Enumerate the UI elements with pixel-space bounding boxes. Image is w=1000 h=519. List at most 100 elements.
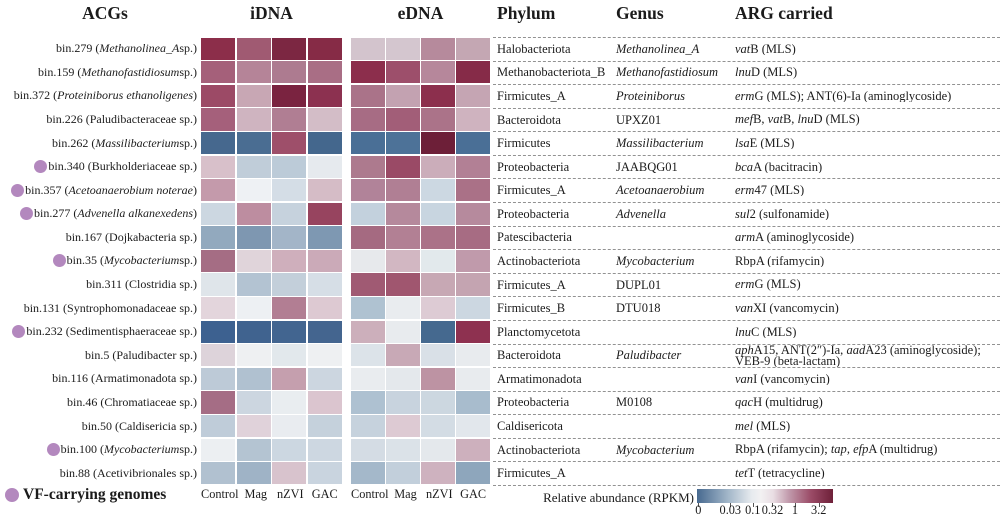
taxonomy-arg-row: Planctomycetota lnuC (MLS): [493, 319, 1000, 344]
idna-cell-Mag: [236, 202, 271, 225]
colorbar-gradient: [697, 489, 833, 507]
arg-cell: RbpA (rifamycin): [735, 255, 825, 268]
colorbar-tick-label-0.1: 0.1: [745, 503, 761, 517]
idna-cell-Mag: [236, 249, 271, 273]
genus-cell: Advenella: [616, 206, 666, 221]
taxonomy-arg-row: Halobacteriota Methanolinea_A vatB (MLS): [493, 37, 1000, 61]
edna-cell-nZVI: [421, 344, 455, 367]
phylum-cell: Firmicutes: [497, 136, 551, 151]
edna-heatmap-row: [351, 131, 490, 155]
taxonomy-arg-row: Firmicutes Massilibacterium lsaE (MLS): [493, 131, 1000, 155]
vf-dot-icon: [34, 160, 48, 174]
header-acgs: ACGs: [82, 3, 128, 23]
arg-cell: sul2 (sulfonamide): [735, 208, 830, 220]
idna-cell-Control: [201, 367, 236, 390]
edna-heatmap-row: [351, 461, 490, 485]
genus-cell: Proteiniborus: [616, 88, 685, 103]
edna-heatmap-row: [351, 273, 490, 297]
idna-cell-Control: [201, 132, 236, 155]
colorbar-tick-mark: [698, 503, 700, 507]
edna-cell-Control: [351, 344, 385, 367]
edna-cell-Control: [351, 249, 385, 273]
phylum-cell: Proteobacteria: [497, 206, 570, 221]
column-gap: [342, 414, 351, 438]
idna-cell-Control: [201, 391, 236, 414]
idna-cell-nZVI: [272, 84, 307, 108]
edna-heatmap-row: [351, 155, 490, 179]
edna-cell-nZVI: [421, 438, 455, 461]
edna-cell-Control: [351, 367, 385, 390]
edna-heatmap-row: [351, 344, 490, 368]
taxonomy-arg-row: Bacteroidota Paludibacter aphA15, ANT(2″)-…: [493, 343, 1000, 368]
acg-row-bin.262: bin.262 (Massilibacterium sp.) Firmicutes…: [0, 131, 1000, 155]
idna-heatmap-row: [201, 273, 342, 297]
edna-condition-label-nZVI: nZVI: [425, 487, 453, 501]
edna-cell-Control: [351, 132, 385, 155]
idna-cell-Mag: [236, 320, 271, 343]
edna-cell-GAC: [456, 132, 490, 155]
edna-cell-GAC: [456, 155, 490, 178]
idna-cell-GAC: [307, 391, 342, 414]
idna-cell-GAC: [307, 297, 342, 320]
column-gap: [342, 461, 351, 485]
edna-cell-GAC: [456, 249, 490, 273]
vf-dot-icon: [52, 254, 66, 268]
edna-cell-Mag: [386, 132, 420, 155]
genus-cell: Methanofastidiosum: [616, 65, 719, 80]
column-gap: [342, 131, 351, 155]
idna-cell-Control: [201, 273, 236, 296]
edna-cell-Mag: [386, 297, 420, 320]
arg-cell: mefB, vatB, lnuD (MLS): [735, 114, 860, 126]
idna-heatmap-row: [201, 461, 342, 485]
idna-cell-GAC: [307, 344, 342, 367]
taxonomy-arg-row: Patescibacteria armA (aminoglycoside): [493, 225, 1000, 250]
colorbar-tick-label-0.32: 0.32: [761, 503, 784, 517]
edna-cell-nZVI: [421, 132, 455, 155]
edna-cell-Mag: [386, 179, 420, 202]
phylum-cell: Firmicutes_A: [497, 277, 566, 292]
idna-heatmap-row: [201, 391, 342, 415]
idna-heatmap-row: [201, 37, 342, 61]
idna-cell-nZVI: [272, 108, 307, 131]
acg-label: bin.279 (Methanolinea_A sp.): [56, 41, 197, 56]
colorbar-tick-mark: [818, 503, 820, 507]
header-edna: eDNA: [397, 3, 444, 23]
edna-heatmap-row: [351, 108, 490, 132]
table-bottom-divider: [493, 485, 1000, 486]
edna-cell-Control: [351, 179, 385, 202]
acg-row-bin.5: bin.5 (Paludibacter sp.) Bacteroidota Palu…: [0, 343, 1000, 368]
idna-cell-GAC: [307, 132, 342, 155]
idna-cell-GAC: [307, 37, 342, 60]
edna-cell-Control: [351, 438, 385, 461]
column-gap: [342, 367, 351, 391]
genus-cell: Massilibacterium: [616, 136, 704, 151]
edna-cell-GAC: [456, 320, 490, 343]
edna-cell-GAC: [456, 344, 490, 367]
acg-label: bin.372 (Proteiniborus ethanoligenes): [13, 88, 197, 103]
edna-cell-GAC: [456, 273, 490, 296]
edna-cell-Mag: [386, 202, 420, 225]
arg-cell: ermG (MLS); ANT(6)-Ia (aminoglycoside): [735, 90, 952, 103]
acg-label: bin.277 (Advenella alkanexedens): [0, 202, 197, 226]
genus-cell: Paludibacter: [616, 348, 682, 363]
phylum-cell: Firmicutes_B: [497, 301, 566, 316]
idna-cell-nZVI: [272, 462, 307, 485]
taxonomy-arg-row: Actinobacteriota Mycobacterium RbpA (rifam…: [493, 437, 1000, 462]
edna-heatmap-row: [351, 84, 490, 108]
edna-condition-label-Mag: Mag: [394, 487, 417, 501]
edna-cell-GAC: [456, 61, 490, 84]
idna-cell-GAC: [307, 155, 342, 178]
phylum-cell: Caldisericota: [497, 419, 563, 434]
idna-cell-nZVI: [272, 320, 307, 343]
acg-label: bin.35 (Mycobacterium sp.): [0, 249, 197, 273]
acg-label: bin.159 (Methanofastidiosum sp.): [37, 64, 197, 79]
acg-label: bin.88 (Acetivibrionales sp.): [59, 465, 197, 480]
acg-row-bin.116: bin.116 (Armatimonadota sp.) Armatimonado…: [0, 367, 1000, 391]
idna-heatmap-row: [201, 61, 342, 85]
acg-label: bin.232 (Sedimentisphaeraceae sp.): [0, 320, 197, 344]
edna-cell-GAC: [456, 108, 490, 131]
edna-cell-nZVI: [421, 61, 455, 84]
edna-cell-Mag: [386, 391, 420, 414]
edna-cell-Mag: [386, 462, 420, 485]
